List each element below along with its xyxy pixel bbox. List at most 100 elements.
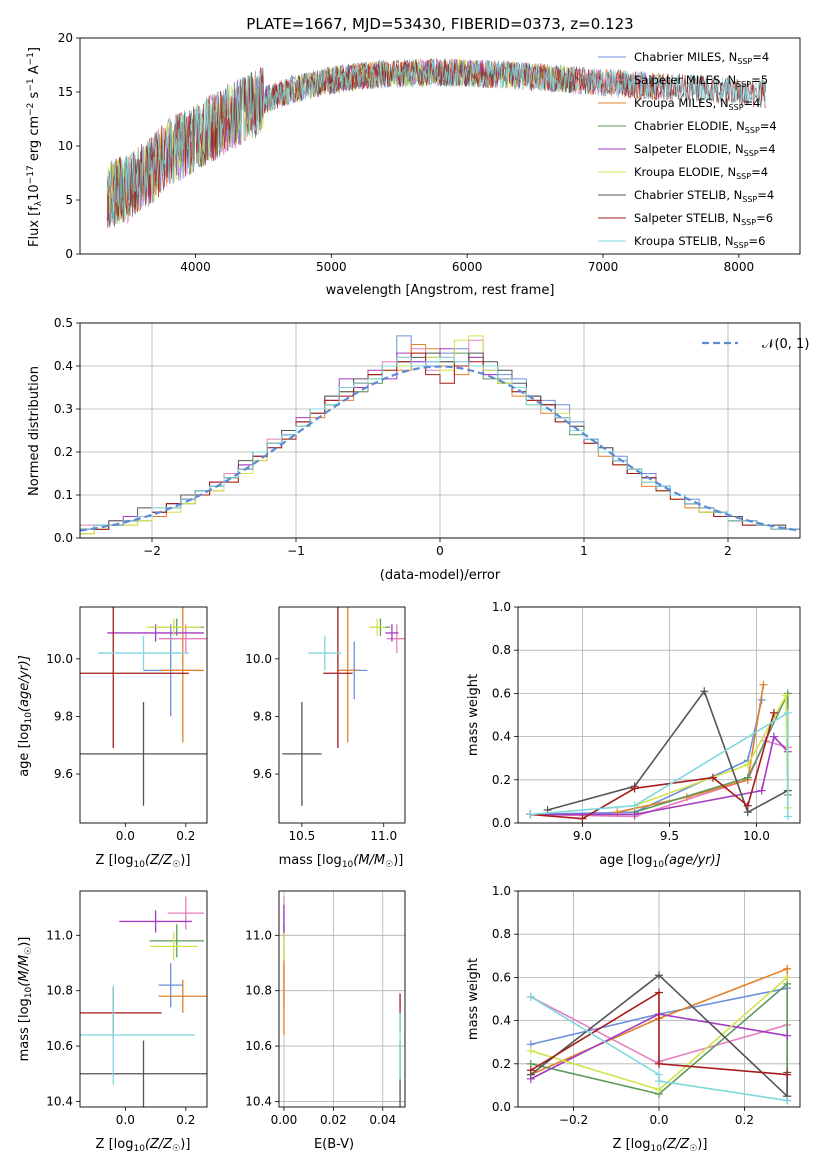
legend-entry-kroupa_miles: Kroupa MILES, NSSP=4: [634, 96, 760, 112]
weight_vs_Z-ytick-label: 0.4: [492, 1014, 511, 1028]
residuals-ytick-label: 0.0: [54, 531, 73, 545]
age_vs_Z-xtick-label: 0.0: [116, 829, 135, 843]
age-Z-ylabel: age [log10(age/yr)]: [17, 655, 34, 777]
legend-entry-salpeter_miles: Salpeter MILES, NSSP=5: [634, 73, 768, 89]
weight_vs_Z-lines: [526, 964, 792, 1105]
residuals-panel: −2 −1 0 1 2 0.0 0.1 0.2 0.3 0.4 0.5: [54, 316, 801, 558]
weight_vs_Z-xtick-label: −0.2: [559, 1113, 588, 1127]
age_vs_Z-errorbar-chabrier_stelib: [80, 702, 207, 806]
weight_vs_Z-ytick-label: 0.6: [492, 970, 511, 984]
mass_vs_ebv-xtick-label: 0.02: [320, 1113, 347, 1127]
weight_vs_age-ytick-label: 0.8: [492, 643, 511, 657]
age_vs_Z-panel: 0.0 0.2 9.6 9.8 10.0: [46, 606, 208, 843]
residuals-hists: [80, 335, 800, 538]
age-Z-xlabel: Z [log10(Z/Z☉)]: [96, 853, 191, 870]
mass_vs_Z-errorbar-kroupa_miles: [158, 979, 207, 1013]
spectrum-xtick-label: 7000: [588, 260, 619, 274]
residuals-xtick-label: 0: [436, 544, 444, 558]
age_vs_mass-ytick-label: 9.6: [253, 767, 272, 781]
age_vs_mass-errorbar-kroupa_miles: [337, 607, 358, 743]
age_vs_mass-xtick-label: 11.0: [370, 829, 397, 843]
weight_vs_age-marker-salpeter_stelib: [743, 801, 752, 810]
age_vs_Z-ytick-label: 9.8: [54, 709, 73, 723]
weight_vs_age-ytick-label: 0.0: [492, 816, 511, 830]
residuals-ylabel: Normed distribution: [27, 366, 42, 496]
weight_vs_age-marker-chabrier_stelib: [700, 687, 709, 696]
spectrum-ytick-label: 20: [58, 31, 73, 45]
mass_vs_Z-ytick-label: 10.6: [46, 1039, 73, 1053]
spectrum-xtick-label: 8000: [724, 260, 755, 274]
weight_vs_age-frame: [517, 606, 801, 824]
weight_vs_age-ytick-label: 0.2: [492, 773, 511, 787]
age_vs_mass-errorbar-salpeter_stelib: [323, 607, 353, 749]
weight_vs_Z-marker-kroupa_elodie: [655, 1085, 663, 1094]
mass_vs_Z-xtick-label: 0.0: [116, 1113, 135, 1127]
spectrum-xtick-label: 4000: [180, 260, 211, 274]
spectrum-xtick-label: 6000: [452, 260, 483, 274]
residuals-frame: [79, 322, 801, 539]
weight_vs_age-ytick-label: 1.0: [492, 600, 511, 614]
legend-entry-chabrier_stelib: Chabrier STELIB, NSSP=4: [634, 188, 774, 204]
age_vs_mass-errorbar-kroupa_stelib: [308, 635, 342, 671]
weight_vs_age-xtick-label: 9.5: [660, 829, 679, 843]
mass_vs_ebv-panel: 0.00 0.02 0.04 10.4 10.6 10.8 11.0: [245, 890, 406, 1127]
gauss-legend-label: 𝒩(0, 1): [762, 337, 809, 352]
spectrum-line-kroupa_stelib: [106, 58, 767, 224]
weight_vs_age-ytick-label: 0.6: [492, 686, 511, 700]
weight_vs_Z-marker-salpeter_stelib: [655, 1059, 663, 1068]
mass_vs_Z-errorbar-chabrier_stelib: [80, 1040, 207, 1107]
ebv-xlabel: E(B-V): [314, 1137, 354, 1152]
weight_vs_Z-xtick-label: 0.2: [735, 1113, 754, 1127]
mass_vs_ebv-points: [283, 896, 401, 1107]
spectrum-line-salpeter_stelib: [106, 58, 767, 222]
age_vs_Z-xtick-label: 0.2: [176, 829, 195, 843]
weight_vs_age-marker-salpeter_stelib: [708, 773, 717, 782]
age_vs_Z-errorbar-salpeter_stelib: [80, 607, 189, 749]
weight_vs_age-line-kroupa_elodie: [634, 692, 789, 808]
weight_vs_age-xtick-label: 9.0: [573, 829, 592, 843]
mass_vs_ebv-ytick-label: 10.8: [245, 984, 272, 998]
residuals-ytick-label: 0.4: [54, 359, 73, 373]
mass_vs_Z-errorbar-chabrier_elodie: [149, 924, 204, 958]
weight_vs_Z-marker-kroupa_elodie: [526, 1046, 535, 1055]
mass_vs_ebv-xtick-label: 0.04: [369, 1113, 396, 1127]
weight_vs_Z-line-salpeter_stelib: [530, 991, 788, 1076]
age_vs_Z-frame: [79, 606, 208, 824]
legend-entry-kroupa_elodie: Kroupa ELODIE, NSSP=4: [634, 165, 768, 181]
weight_vs_age-marker-kroupa_stelib: [630, 801, 639, 810]
age_vs_mass-errorbar-salpeter_miles: [387, 624, 405, 654]
weight_vs_age-panel: 9.0 9.5 10.0 0.0 0.2 0.4 0.6 0.8 1.0: [492, 600, 801, 843]
mass_vs_ebv-grid: [279, 891, 405, 1107]
weight_vs_age-marker-salpeter_stelib: [769, 708, 778, 717]
weight-Z-xlabel: Z [log10(Z/Z☉)]: [613, 1137, 708, 1154]
residuals-xtick-label: 1: [580, 544, 588, 558]
mass_vs_ebv-xtick-label: 0.00: [271, 1113, 298, 1127]
weight_vs_age-ytick-label: 0.4: [492, 730, 511, 744]
weight_vs_age-marker-salpeter_stelib: [630, 784, 639, 793]
spectrum-xlabel: wavelength [Angstrom, rest frame]: [326, 283, 555, 298]
weight_vs_age-marker-salpeter_elodie: [757, 786, 766, 795]
mass_vs_Z-xtick-label: 0.2: [176, 1113, 195, 1127]
weight_vs_Z-marker-salpeter_elodie: [783, 1031, 792, 1040]
mass_vs_ebv-ytick-label: 11.0: [245, 928, 272, 942]
residuals-xtick-label: 2: [724, 544, 732, 558]
residuals-ytick-label: 0.2: [54, 445, 73, 459]
weight_vs_Z-line-chabrier_stelib: [530, 974, 788, 1099]
weight_vs_Z-marker-kroupa_miles: [783, 964, 792, 973]
age_vs_mass-ytick-label: 9.8: [253, 709, 272, 723]
spectrum-lines: [106, 57, 767, 229]
mass_vs_Z-errorbar-kroupa_elodie: [149, 932, 198, 961]
weight_vs_age-xtick-label: 10.0: [743, 829, 770, 843]
age_vs_mass-errorbar-salpeter_elodie: [385, 624, 399, 642]
mass_vs_Z-panel: 0.0 0.2 10.4 10.6 10.8 11.0: [46, 890, 208, 1127]
age_vs_Z-points: [80, 607, 207, 806]
weight_vs_Z-marker-salpeter_stelib: [783, 1070, 792, 1079]
weight_vs_Z-ytick-label: 0.2: [492, 1057, 511, 1071]
mass_vs_Z-frame: [79, 890, 208, 1108]
age_vs_mass-errorbar-chabrier_stelib: [282, 702, 322, 806]
weight_vs_age-marker-kroupa_stelib: [783, 708, 792, 717]
age_vs_mass-ytick-label: 10.0: [245, 652, 272, 666]
weight_vs_Z-marker-kroupa_stelib: [783, 1096, 792, 1105]
